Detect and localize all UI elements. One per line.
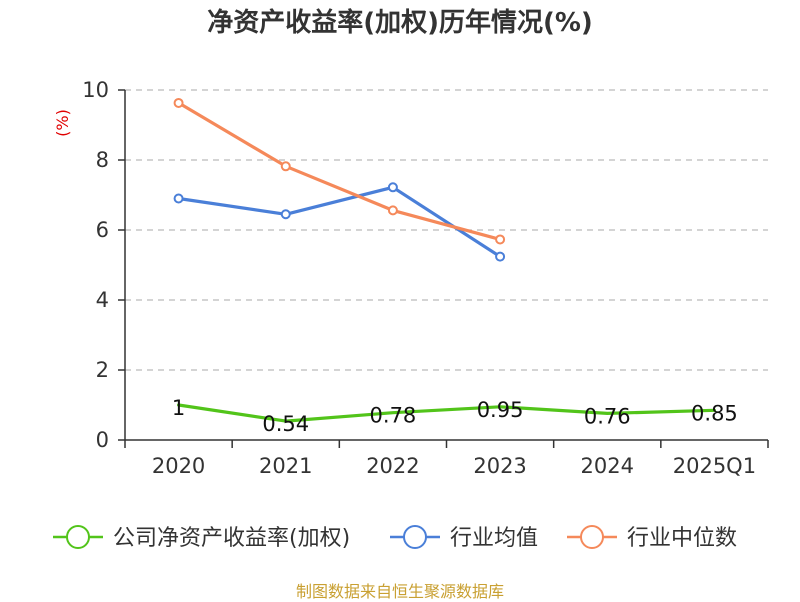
chart-title: 净资产收益率(加权)历年情况(%) — [207, 8, 593, 38]
data-label-2025Q1: 0.85 — [691, 401, 738, 425]
series-line-0 — [177, 403, 716, 423]
data-labels: 1 0.54 0.78 0.95 0.76 0.85 — [172, 396, 738, 436]
axes: 0 2 4 6 8 10 2020 2021 2022 2023 2024 2025Q1 — [82, 78, 769, 478]
legend[interactable]: 公司净资产收益率(加权) 行业均值 行业中位数 — [53, 525, 737, 551]
series-1-point-2021 — [280, 209, 291, 220]
legend-marker-0 — [66, 525, 90, 549]
source-note: 制图数据来自恒生聚源数据库 — [295, 582, 504, 601]
legend-item-0[interactable]: 公司净资产收益率(加权) — [53, 525, 350, 551]
legend-item-1[interactable]: 行业均值 — [390, 525, 538, 551]
series-line-1 — [177, 185, 502, 259]
legend-marker-1 — [403, 525, 427, 549]
series-2-point-2023 — [495, 234, 506, 245]
x-tick-label-2020: 2020 — [152, 454, 205, 478]
y-tick-label-2: 2 — [96, 358, 109, 382]
series-1-point-2022 — [387, 182, 398, 193]
x-tick-label-2022: 2022 — [366, 454, 419, 478]
x-tick-label-2024: 2024 — [581, 454, 634, 478]
legend-item-2[interactable]: 行业中位数 — [567, 525, 737, 551]
x-tick-label-2023: 2023 — [473, 454, 526, 478]
legend-label-1: 行业均值 — [450, 526, 538, 551]
data-label-2020: 1 — [172, 396, 185, 420]
series-1-point-2023 — [495, 251, 506, 262]
x-tick-label-2021: 2021 — [259, 454, 312, 478]
x-tick-label-2025Q1: 2025Q1 — [673, 454, 756, 478]
series-layer — [173, 97, 716, 423]
legend-label-0: 公司净资产收益率(加权) — [113, 526, 350, 551]
series-2-point-2022 — [387, 205, 398, 216]
data-label-2022: 0.78 — [370, 404, 417, 428]
data-label-2021: 0.54 — [262, 412, 309, 436]
y-tick-label-0: 0 — [96, 428, 109, 452]
y-tick-label-6: 6 — [96, 218, 109, 242]
y-tick-label-4: 4 — [96, 288, 109, 312]
series-line-2 — [177, 101, 502, 241]
grid-lines — [125, 89, 768, 371]
data-label-2023: 0.95 — [477, 398, 524, 422]
y-tick-label-8: 8 — [96, 148, 109, 172]
legend-label-2: 行业中位数 — [627, 526, 737, 551]
y-tick-label-10: 10 — [82, 78, 109, 102]
series-1-point-2020 — [173, 193, 184, 204]
series-2-point-2020 — [173, 97, 184, 108]
legend-marker-2 — [580, 525, 604, 549]
data-label-2024: 0.76 — [584, 404, 631, 428]
series-2-point-2021 — [280, 161, 291, 172]
